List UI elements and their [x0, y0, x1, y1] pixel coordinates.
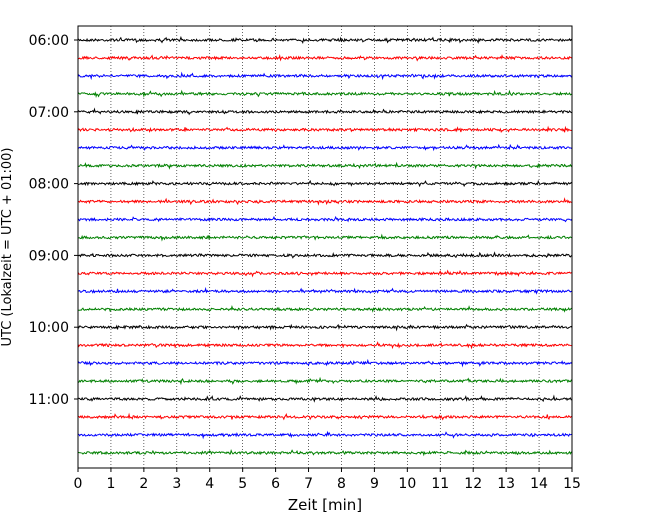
y-tick-label: 10:00 [29, 320, 69, 336]
x-tick-label: 2 [139, 476, 148, 492]
x-tick-label: 5 [238, 476, 247, 492]
x-tick-label: 14 [530, 476, 548, 492]
y-tick-label: 06:00 [29, 33, 69, 49]
x-tick-label: 13 [497, 476, 515, 492]
x-tick-label: 7 [304, 476, 313, 492]
trace-line [77, 107, 573, 116]
trace-line [77, 89, 573, 98]
trace-line [77, 143, 573, 152]
plot-frame [77, 25, 573, 469]
trace-line [77, 251, 573, 259]
trace-line [77, 358, 573, 368]
x-tick-label: 15 [563, 476, 581, 492]
trace-line [77, 125, 573, 134]
x-axis-label: Zeit [min] [288, 496, 362, 514]
trace-line [77, 412, 573, 421]
x-tick-label: 12 [464, 476, 482, 492]
trace-lines [77, 35, 573, 457]
trace-line [77, 197, 573, 206]
trace-line [77, 54, 573, 62]
x-tick-label: 8 [337, 476, 346, 492]
trace-line [77, 341, 573, 350]
trace-line [77, 161, 573, 170]
x-tick-label: 11 [431, 476, 449, 492]
y-tick-label: 11:00 [29, 392, 69, 408]
grid-lines [110, 26, 540, 468]
x-tick-label: 9 [370, 476, 379, 492]
trace-line [77, 269, 573, 278]
x-tick-label: 3 [172, 476, 181, 492]
x-tick-label: 4 [205, 476, 214, 492]
y-axis-label: UTC (Lokalzeit = UTC + 01:00) [0, 148, 15, 347]
y-tick-label: 07:00 [29, 105, 69, 121]
x-axis-ticks: 0 1 2 3 4 5 6 7 8 9 10 11 12 13 14 15 [74, 468, 581, 492]
trace-line [77, 376, 573, 386]
trace-line [77, 233, 573, 242]
x-tick-label: 0 [74, 476, 83, 492]
trace-line [77, 394, 573, 403]
y-axis-ticks: 06:00 07:00 08:00 09:00 10:00 11:00 [29, 33, 78, 408]
trace-line [77, 35, 573, 44]
trace-line [77, 323, 573, 332]
trace-line [77, 179, 573, 188]
trace-line [77, 430, 573, 440]
x-tick-label: 10 [398, 476, 416, 492]
y-tick-label: 09:00 [29, 248, 69, 264]
y-tick-label: 08:00 [29, 177, 69, 193]
trace-line [77, 215, 573, 223]
trace-line [77, 305, 573, 313]
trace-line [77, 71, 573, 81]
trace-line [77, 286, 573, 295]
trace-line [77, 448, 573, 457]
x-tick-label: 6 [271, 476, 280, 492]
x-tick-label: 1 [106, 476, 115, 492]
